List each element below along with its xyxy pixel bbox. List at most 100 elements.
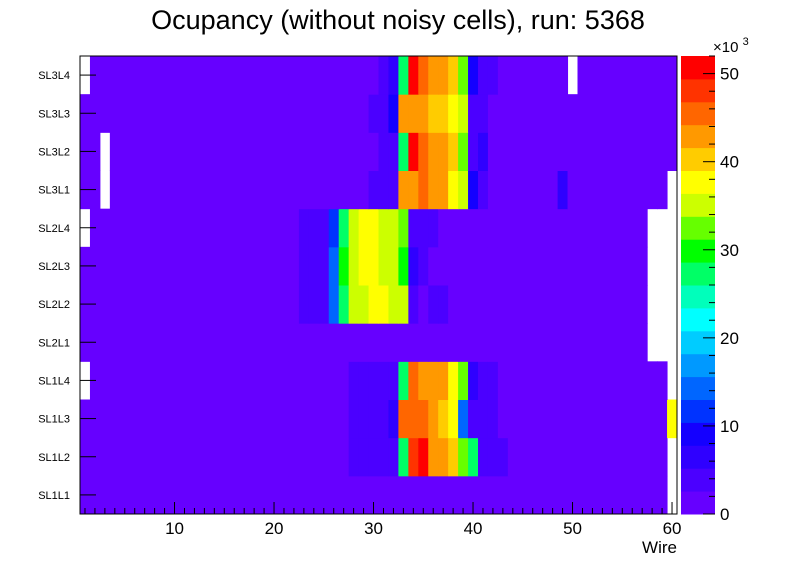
heatmap-cell (418, 361, 429, 400)
heatmap-cell (269, 437, 280, 477)
heatmap-cell (189, 208, 200, 248)
heatmap-cell (408, 56, 419, 95)
heatmap-cell (497, 475, 509, 515)
heatmap-cell (229, 437, 240, 477)
heatmap-cell (567, 437, 578, 477)
heatmap-cell (149, 361, 161, 400)
heatmap-cell (448, 56, 459, 95)
heatmap-cell (527, 208, 539, 248)
heatmap-cell (597, 285, 608, 324)
heatmap-cell (537, 170, 549, 210)
heatmap-cell (358, 56, 370, 95)
heatmap-cell (129, 285, 141, 324)
heatmap-cell (388, 399, 399, 439)
heatmap-cell (328, 132, 340, 171)
heatmap-cell (527, 132, 539, 171)
heatmap-cell (189, 399, 200, 439)
y-tick-label: SL2L3 (38, 261, 70, 273)
heatmap-cell (269, 475, 280, 515)
heatmap-cell (617, 132, 628, 171)
heatmap-cell (418, 399, 429, 439)
heatmap-cell (99, 399, 111, 439)
heatmap-cell (229, 94, 240, 133)
heatmap-cell (288, 132, 300, 171)
heatmap-cell (587, 323, 598, 362)
heatmap-cell (328, 170, 340, 210)
heatmap-cell (139, 361, 151, 400)
heatmap-cell (428, 323, 439, 362)
heatmap-cell (279, 323, 290, 362)
heatmap-cell (338, 56, 350, 95)
chart-title: Ocupancy (without noisy cells), run: 536… (151, 5, 645, 35)
heatmap-cell (597, 208, 608, 248)
heatmap-cell (279, 285, 290, 324)
heatmap-cell (627, 285, 638, 324)
heatmap-cell (507, 94, 519, 133)
heatmap-cell (239, 132, 250, 171)
heatmap-cell (338, 437, 350, 477)
heatmap-cell (547, 437, 559, 477)
heatmap-cell (607, 132, 618, 171)
heatmap-cell (577, 361, 588, 400)
heatmap-cell (637, 170, 648, 210)
heatmap-cell (279, 361, 290, 400)
heatmap-cell (139, 170, 151, 210)
heatmap-cell (388, 437, 399, 477)
heatmap-cell (587, 132, 598, 171)
heatmap-cell (298, 246, 310, 286)
heatmap-cell (338, 94, 350, 133)
heatmap-cell (388, 323, 399, 362)
color-scale-tick-label: 50 (720, 65, 739, 84)
heatmap-cell (159, 246, 171, 286)
heatmap-cell (637, 132, 648, 171)
heatmap-cell (99, 285, 111, 324)
heatmap-cell (269, 94, 280, 133)
heatmap-cell (617, 475, 628, 515)
heatmap-cell (458, 323, 469, 362)
heatmap-cell (597, 246, 608, 286)
heatmap-cell (199, 94, 210, 133)
heatmap-cell (587, 246, 598, 286)
heatmap-cell (219, 56, 230, 95)
heatmap-cell (487, 361, 499, 400)
heatmap-cell (239, 56, 250, 95)
heatmap-cell (259, 437, 270, 477)
heatmap-cell (517, 170, 529, 210)
color-scale-bin (681, 445, 715, 469)
heatmap-cell (597, 56, 608, 95)
heatmap-cell (587, 170, 598, 210)
heatmap-cell (577, 94, 588, 133)
heatmap-cell (358, 208, 370, 248)
heatmap-cell (249, 208, 260, 248)
heatmap-cell (607, 437, 618, 477)
heatmap-cell (279, 437, 290, 477)
heatmap-cell (448, 94, 459, 133)
color-scale-bin (681, 491, 715, 515)
heatmap-cell (507, 361, 519, 400)
heatmap-cell (487, 285, 499, 324)
heatmap-cell (438, 323, 449, 362)
heatmap-cell (627, 399, 638, 439)
heatmap-cell (229, 56, 240, 95)
heatmap-cell (497, 361, 509, 400)
heatmap-cell (209, 208, 220, 248)
heatmap-cell (557, 285, 569, 324)
heatmap-cell (647, 132, 658, 171)
heatmap-cell (219, 94, 230, 133)
heatmap-cell (229, 246, 240, 286)
heatmap-cell (109, 323, 121, 362)
heatmap-cell (478, 323, 489, 362)
heatmap-cell (547, 170, 559, 210)
heatmap-cell (99, 56, 111, 95)
heatmap-cell (348, 56, 360, 95)
heatmap-cell (607, 399, 618, 439)
color-scale-bin (681, 307, 715, 332)
heatmap-cell (448, 132, 459, 171)
heatmap-cell (567, 94, 578, 133)
heatmap-cell (139, 132, 151, 171)
heatmap-cell (209, 170, 220, 210)
heatmap-cell (398, 399, 409, 439)
color-scale-bin (681, 376, 715, 400)
heatmap-cell (199, 399, 210, 439)
heatmap-cell (159, 475, 171, 515)
